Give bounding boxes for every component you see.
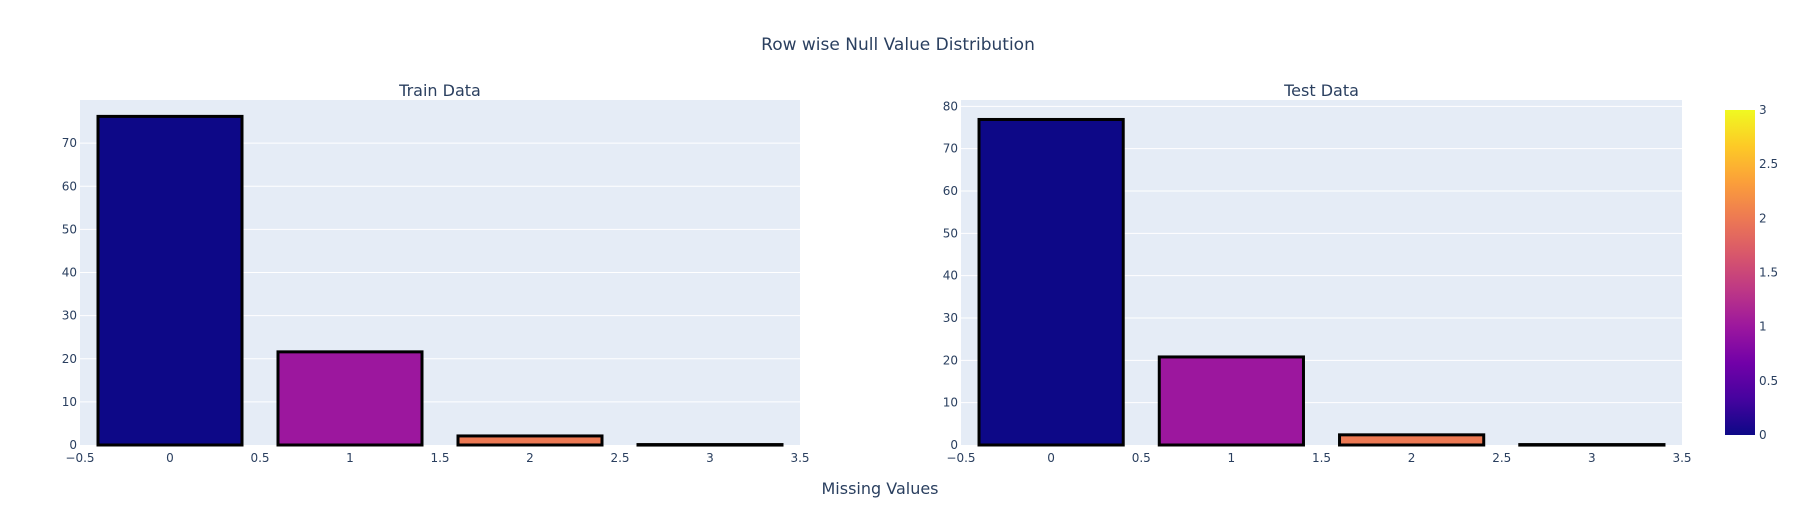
y-ticks-test: 0 10 20 30 40 50 60 70 80 <box>943 99 958 452</box>
colorbar-tick-label: 2.5 <box>1759 157 1778 171</box>
colorbar-gradient <box>1725 110 1755 435</box>
x-tick-label: 2.5 <box>610 451 629 465</box>
x-tick-label: 3 <box>1588 451 1596 465</box>
x-tick-label: 0.5 <box>250 451 269 465</box>
x-tick-label: 3.5 <box>1672 451 1691 465</box>
colorbar-tick-label: 2 <box>1759 211 1767 225</box>
x-tick-label: 3.5 <box>790 451 809 465</box>
y-tick-label: 60 <box>943 184 958 198</box>
y-tick-label: 40 <box>943 269 958 283</box>
y-tick-label: 80 <box>943 99 958 113</box>
x-tick-label: 1 <box>1228 451 1236 465</box>
y-tick-label: 50 <box>62 222 77 236</box>
y-tick-label: 60 <box>62 179 77 193</box>
y-tick-label: 20 <box>62 352 77 366</box>
bars-test <box>977 117 1666 447</box>
x-tick-label: 1.5 <box>1312 451 1331 465</box>
bar <box>276 350 424 447</box>
colorbar-tick-label: 1.5 <box>1759 266 1778 280</box>
x-tick-label: 1 <box>346 451 354 465</box>
x-tick-label: 0 <box>1047 451 1055 465</box>
y-tick-label: 50 <box>943 226 958 240</box>
y-tick-label: 30 <box>62 309 77 323</box>
y-tick-label: 10 <box>62 395 77 409</box>
bar <box>1157 355 1305 447</box>
x-tick-label: 2 <box>526 451 534 465</box>
y-tick-label: 70 <box>943 142 958 156</box>
x-tick-label: 2.5 <box>1492 451 1511 465</box>
colorbar: 0 0.5 1 1.5 2 2.5 3 <box>1725 103 1778 442</box>
colorbar-tick-label: 0.5 <box>1759 374 1778 388</box>
y-tick-label: 0 <box>69 438 77 452</box>
x-tick-label: 1.5 <box>430 451 449 465</box>
bars-train <box>96 114 784 447</box>
x-ticks-test: −0.5 0 0.5 1 1.5 2 2.5 3 3.5 <box>946 451 1691 465</box>
y-tick-label: 0 <box>950 438 958 452</box>
bar <box>977 117 1125 447</box>
y-tick-label: 70 <box>62 136 77 150</box>
y-tick-label: 10 <box>943 396 958 410</box>
bar <box>636 443 784 447</box>
colorbar-ticks: 0 0.5 1 1.5 2 2.5 3 <box>1759 103 1778 442</box>
x-tick-label: −0.5 <box>65 451 94 465</box>
x-tick-label: −0.5 <box>946 451 975 465</box>
y-tick-label: 20 <box>943 353 958 367</box>
chart-title: Row wise Null Value Distribution <box>761 35 1035 55</box>
colorbar-tick-label: 3 <box>1759 103 1767 117</box>
colorbar-tick-label: 0 <box>1759 428 1767 442</box>
x-tick-label: 0 <box>166 451 174 465</box>
colorbar-tick-label: 1 <box>1759 320 1767 334</box>
y-ticks-train: 0 10 20 30 40 50 60 70 <box>62 136 77 452</box>
x-tick-label: 2 <box>1408 451 1416 465</box>
subplot-title-train: Train Data <box>398 81 481 100</box>
bar <box>456 434 604 447</box>
y-tick-label: 30 <box>943 311 958 325</box>
y-tick-label: 40 <box>62 266 77 280</box>
x-tick-label: 0.5 <box>1132 451 1151 465</box>
x-tick-label: 3 <box>706 451 714 465</box>
x-axis-title: Missing Values <box>821 479 938 498</box>
bar <box>1518 443 1666 447</box>
subplot-title-test: Test Data <box>1283 81 1359 100</box>
x-ticks-train: −0.5 0 0.5 1 1.5 2 2.5 3 3.5 <box>65 451 809 465</box>
bar <box>96 114 244 447</box>
bar <box>1338 433 1486 447</box>
